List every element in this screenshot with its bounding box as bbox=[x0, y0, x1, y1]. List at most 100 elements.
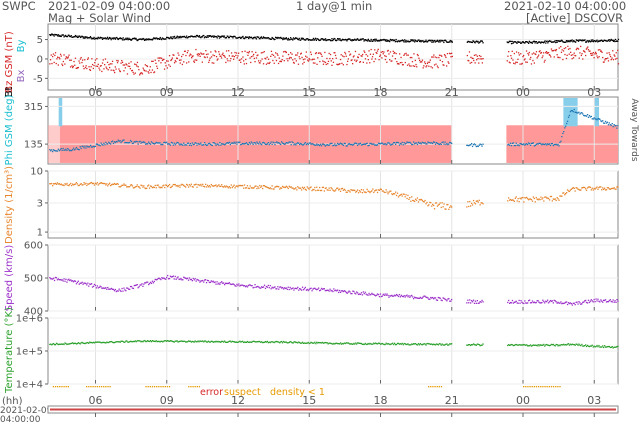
density-point bbox=[61, 184, 63, 186]
phi-point bbox=[258, 143, 260, 145]
bt-point bbox=[81, 35, 83, 37]
bt-point bbox=[558, 40, 560, 43]
temperature-point bbox=[438, 343, 440, 345]
bz-point bbox=[62, 60, 64, 63]
density-point bbox=[210, 183, 212, 186]
bz-point bbox=[374, 58, 377, 60]
bz-point bbox=[373, 60, 375, 63]
speed-point bbox=[537, 300, 539, 302]
speed-point bbox=[275, 288, 277, 290]
phi-point bbox=[282, 142, 285, 145]
phi-point bbox=[479, 143, 481, 145]
density-point bbox=[249, 185, 251, 187]
phi-point bbox=[99, 145, 101, 147]
flag-point bbox=[90, 386, 92, 388]
bz-point bbox=[263, 51, 265, 53]
phi-point bbox=[334, 143, 336, 145]
bz-point bbox=[369, 62, 371, 64]
bt-point bbox=[320, 38, 322, 40]
bt-point bbox=[169, 37, 171, 39]
bz-point bbox=[534, 53, 536, 55]
bt-point bbox=[225, 37, 228, 39]
speed-point bbox=[55, 277, 58, 279]
phi-point bbox=[340, 143, 343, 145]
temperature-point bbox=[276, 340, 278, 343]
speed-point bbox=[516, 302, 518, 304]
density-point bbox=[124, 184, 126, 186]
speed-point bbox=[566, 301, 568, 303]
temperature-point bbox=[242, 340, 244, 342]
bt-point bbox=[431, 41, 433, 43]
bz-point bbox=[449, 53, 451, 55]
speed-point bbox=[447, 298, 449, 300]
density-point bbox=[407, 194, 409, 197]
density-point bbox=[300, 189, 303, 191]
density-point bbox=[563, 192, 565, 194]
density-point bbox=[472, 199, 475, 202]
bz-point bbox=[155, 62, 157, 64]
flag-point bbox=[552, 386, 555, 388]
bz-point bbox=[319, 52, 322, 54]
bz-point bbox=[312, 58, 314, 60]
bt-point bbox=[339, 39, 342, 41]
temperature-point bbox=[393, 343, 395, 346]
speed-point bbox=[155, 279, 157, 281]
temperature-point bbox=[591, 344, 593, 346]
bz-point bbox=[314, 52, 317, 55]
density-point bbox=[80, 183, 82, 185]
bt-point bbox=[258, 37, 260, 40]
bz-point bbox=[376, 50, 379, 52]
bz-point bbox=[404, 53, 406, 55]
bz-point bbox=[273, 62, 275, 64]
speed-point bbox=[60, 279, 62, 281]
flag-legend-density: density < 1 bbox=[270, 387, 325, 398]
density-point bbox=[117, 183, 119, 185]
temperature-point bbox=[304, 342, 306, 344]
temperature-point bbox=[407, 343, 409, 345]
density-point bbox=[57, 183, 59, 185]
density-point bbox=[65, 184, 67, 186]
density-point bbox=[590, 189, 592, 191]
speed-point bbox=[511, 299, 514, 302]
bt-point bbox=[394, 41, 396, 43]
phi-point bbox=[247, 143, 249, 146]
temperature-point bbox=[158, 340, 160, 343]
temperature-point bbox=[224, 340, 226, 342]
bt-point bbox=[447, 41, 449, 43]
phi-point bbox=[319, 144, 321, 147]
speed-point bbox=[260, 287, 262, 289]
speed-point bbox=[585, 299, 587, 302]
speed-point bbox=[99, 285, 101, 287]
bt-point bbox=[216, 37, 218, 39]
bz-point bbox=[360, 55, 362, 57]
speed-point bbox=[361, 294, 363, 296]
bt-point bbox=[419, 40, 421, 42]
temperature-point bbox=[317, 342, 319, 344]
bt-point bbox=[120, 38, 122, 40]
temperature-point bbox=[328, 342, 330, 344]
bz-point bbox=[405, 52, 407, 54]
phi-point bbox=[312, 143, 314, 145]
bt-point bbox=[254, 36, 256, 38]
bz-point bbox=[616, 57, 618, 60]
temperature-point bbox=[287, 342, 289, 344]
density-point bbox=[68, 184, 70, 187]
bz-point bbox=[538, 51, 540, 53]
phi-point bbox=[200, 142, 202, 144]
bt-point bbox=[406, 40, 409, 42]
temperature-point bbox=[573, 344, 575, 346]
density-point bbox=[376, 189, 378, 191]
bz-point bbox=[519, 63, 521, 65]
speed-point bbox=[325, 289, 327, 292]
bt-point bbox=[406, 41, 408, 43]
bz-point bbox=[362, 53, 364, 56]
temperature-point bbox=[318, 341, 320, 344]
bz-point bbox=[134, 63, 136, 65]
phi-point bbox=[510, 145, 513, 147]
density-point bbox=[449, 206, 451, 208]
bt-point bbox=[367, 40, 369, 42]
speed-point bbox=[167, 274, 169, 277]
bt-point bbox=[243, 37, 245, 39]
bt-point bbox=[91, 37, 94, 39]
phi-point bbox=[124, 142, 126, 144]
